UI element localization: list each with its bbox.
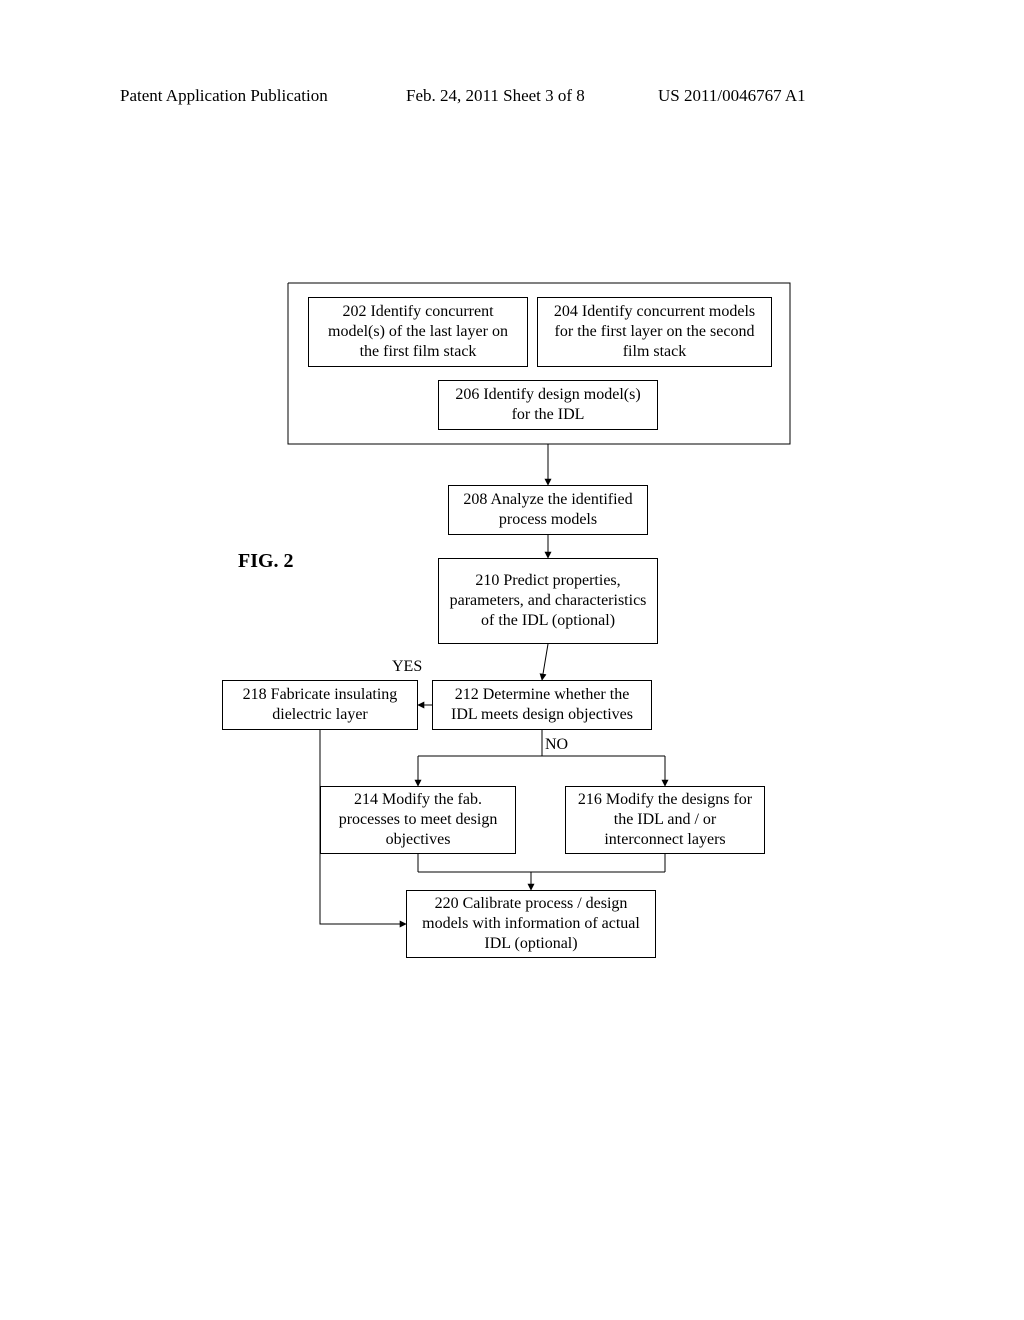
header-left: Patent Application Publication [120,86,328,106]
node-208: 208 Analyze the identified process model… [448,485,648,535]
node-206: 206 Identify design model(s) for the IDL [438,380,658,430]
header-right: US 2011/0046767 A1 [658,86,806,106]
edge-label-no: NO [545,736,568,754]
figure-label: FIG. 2 [238,550,294,573]
node-204: 204 Identify concurrent models for the f… [537,297,772,367]
node-218: 218 Fabricate insulating dielectric laye… [222,680,418,730]
node-216: 216 Modify the designs for the IDL and /… [565,786,765,854]
node-210: 210 Predict properties, parameters, and … [438,558,658,644]
header-center: Feb. 24, 2011 Sheet 3 of 8 [406,86,585,106]
node-214: 214 Modify the fab. processes to meet de… [320,786,516,854]
node-212: 212 Determine whether the IDL meets desi… [432,680,652,730]
flowchart-edges [0,0,1024,1320]
edge-label-yes: YES [392,658,422,676]
node-202: 202 Identify concurrent model(s) of the … [308,297,528,367]
node-220: 220 Calibrate process / design models wi… [406,890,656,958]
